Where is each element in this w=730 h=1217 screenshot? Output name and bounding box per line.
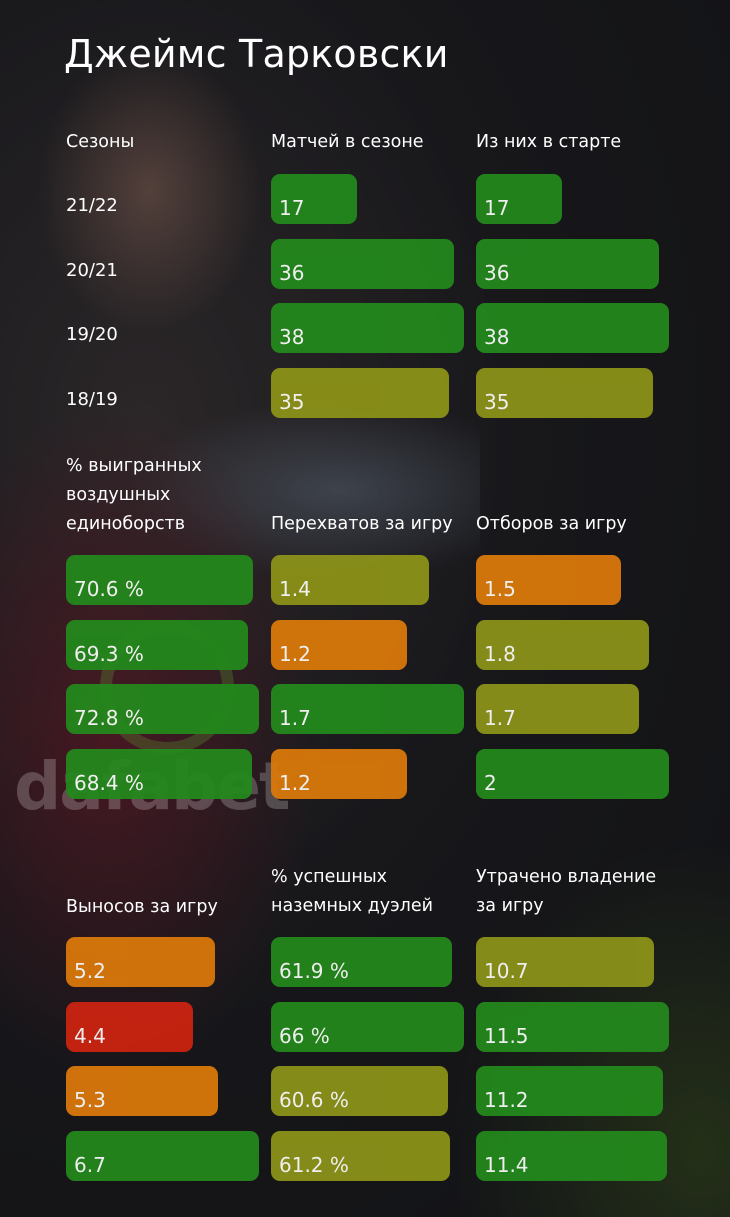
panel-label: Матчей в сезоне: [271, 132, 424, 152]
season-label: 18/19: [66, 388, 118, 410]
stat-bar: 1.4: [271, 555, 429, 605]
stat-bar: 1.2: [271, 748, 407, 799]
stat-bar: 36: [476, 238, 659, 289]
stat-bar: 17: [271, 174, 357, 224]
stat-bar: 11.5: [476, 1001, 669, 1052]
stat-bar: 2: [476, 748, 669, 799]
panel-label: Отборов за игру: [476, 514, 627, 534]
stat-bar: 1.7: [271, 684, 464, 734]
panel-label: Из них в старте: [476, 132, 622, 152]
panel-label: Утрачено владение за игру: [476, 867, 657, 916]
stat-bar: 60.6 %: [271, 1066, 448, 1116]
stat-bar: 36: [271, 238, 454, 289]
stat-bar: 5.3: [66, 1066, 218, 1116]
stat-bar: 35: [476, 367, 653, 418]
season-label: 20/21: [66, 259, 118, 281]
stat-bar: 1.5: [476, 555, 621, 605]
stat-bar: 68.4 %: [66, 748, 252, 799]
stat-bar: 69.3 %: [66, 619, 248, 670]
season-label: 19/20: [66, 324, 118, 345]
stat-bar: 11.4: [476, 1130, 667, 1181]
panel-label: Выносов за игру: [66, 897, 218, 917]
stat-bar: 66 %: [271, 1001, 464, 1052]
stat-bar: 4.4: [66, 1001, 193, 1052]
stat-bar: 17: [476, 174, 562, 224]
stat-bar: 1.2: [271, 619, 407, 670]
stat-bar: 10.7: [476, 937, 654, 987]
stat-bar: 35: [271, 367, 449, 418]
panel-label: Перехватов за игру: [271, 514, 453, 534]
stat-bar: 38: [271, 303, 464, 353]
page-title: Джеймс Тарковски: [64, 32, 449, 76]
seasons-header: Сезоны: [66, 132, 135, 152]
stat-bar: 61.2 %: [271, 1130, 450, 1181]
panel-label: % успешных наземных дуэлей: [271, 867, 434, 916]
stat-bar: 70.6 %: [66, 555, 253, 605]
stat-bar: 11.2: [476, 1066, 663, 1116]
stat-bar: 1.7: [476, 684, 639, 734]
stat-bar: 1.8: [476, 619, 649, 670]
stat-bar: 5.2: [66, 937, 215, 987]
panel-label: % выигранных воздушных единоборств: [66, 456, 202, 534]
stat-bar: 6.7: [66, 1130, 259, 1181]
season-label: 21/22: [66, 195, 118, 216]
stat-bar: 38: [476, 303, 669, 353]
stat-bar: 72.8 %: [66, 684, 259, 734]
stat-bar: 61.9 %: [271, 937, 452, 987]
